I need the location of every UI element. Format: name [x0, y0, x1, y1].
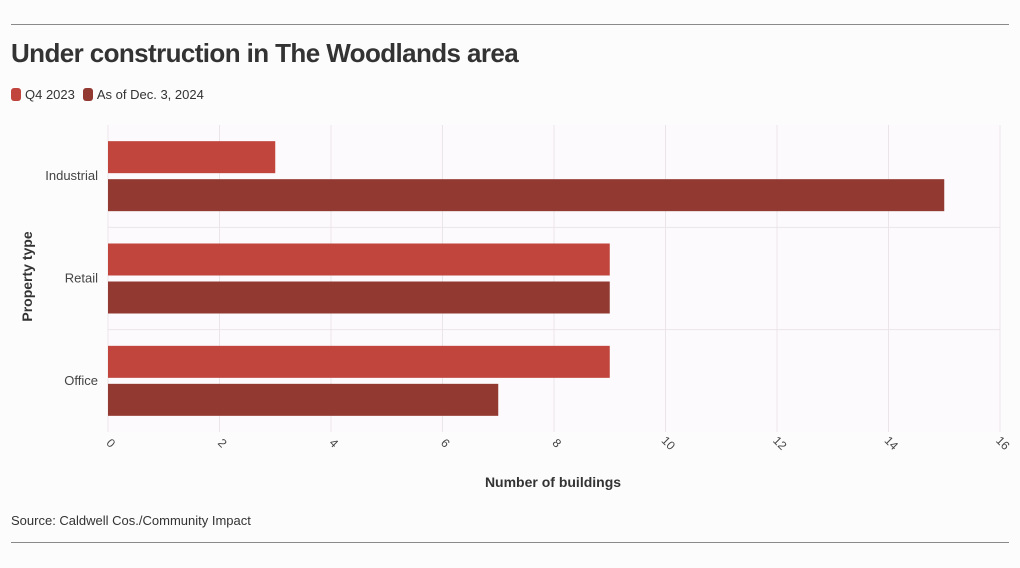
bottom-rule	[11, 542, 1009, 543]
x-tick-label: 14	[882, 433, 902, 453]
x-tick-label: 2	[215, 436, 230, 451]
x-tick-label: 16	[993, 433, 1013, 453]
y-axis-title: Property type	[19, 231, 35, 321]
y-tick-label: Retail	[65, 271, 98, 286]
chart-title: Under construction in The Woodlands area	[11, 38, 519, 68]
bar	[108, 345, 610, 378]
legend-label-series-1: Q4 2023	[25, 87, 75, 102]
y-tick-label: Office	[64, 373, 98, 388]
bar-chart: 0 2 4 6 8 10 12 14 16 Industrial Retail Office Numbe…	[19, 125, 1013, 490]
legend-swatch-series-2	[82, 88, 93, 101]
bar	[108, 179, 945, 212]
x-tick-label: 10	[659, 433, 679, 453]
y-tick-label: Industrial	[45, 168, 98, 183]
x-axis-title: Number of buildings	[485, 474, 621, 490]
x-tick-label: 0	[104, 436, 119, 451]
legend-item-series-2: As of Dec. 3, 2024	[82, 87, 204, 102]
x-tick-label: 4	[327, 436, 342, 451]
bar	[108, 141, 276, 174]
x-tick-label: 6	[438, 436, 453, 451]
bar	[108, 281, 610, 314]
bar	[108, 243, 610, 276]
legend-item-series-1: Q4 2023	[11, 87, 75, 102]
legend: Q4 2023 As of Dec. 3, 2024	[11, 87, 212, 102]
legend-swatch-series-1	[11, 88, 21, 101]
top-rule	[11, 24, 1009, 25]
legend-label-series-2: As of Dec. 3, 2024	[96, 87, 204, 102]
source-note: Source: Caldwell Cos./Community Impact	[11, 513, 251, 528]
x-tick-label: 12	[770, 433, 790, 453]
bar	[108, 383, 499, 416]
x-tick-label: 8	[550, 436, 565, 451]
